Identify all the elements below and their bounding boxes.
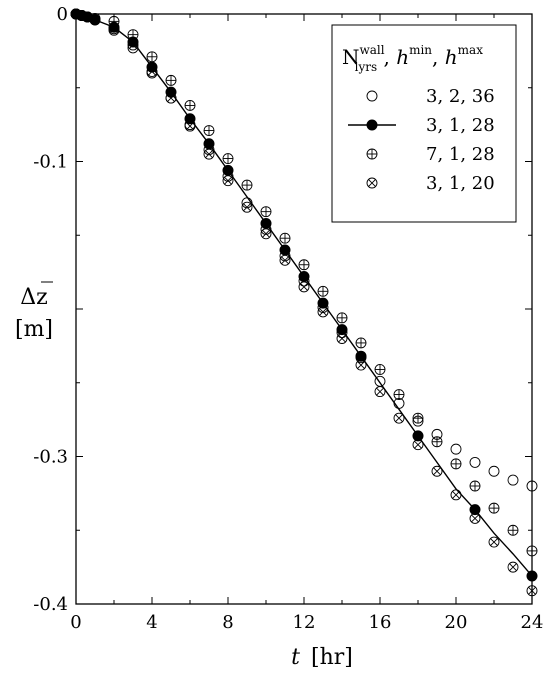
data-point <box>488 536 500 548</box>
data-point <box>507 524 519 536</box>
y-axis-label-symbol: Δz <box>20 285 47 310</box>
x-tick-label: 8 <box>222 612 233 633</box>
legend-marker <box>366 90 378 102</box>
legend-marker <box>366 119 378 131</box>
data-point <box>469 480 481 492</box>
data-point <box>279 232 291 244</box>
data-point <box>336 312 348 324</box>
data-point <box>203 125 215 136</box>
data-point <box>393 412 405 424</box>
data-point <box>89 14 101 26</box>
legend-entry: 3, 2, 36 <box>366 86 495 107</box>
legend-marker <box>366 148 378 160</box>
y-tick-label: 0 <box>57 4 68 25</box>
legend: Nwall lyrs , hmin, hmax 3, 2, 36 3, 1, 28 7… <box>331 24 517 223</box>
x-axis-label: t [hr] <box>291 645 353 670</box>
data-point <box>488 502 500 514</box>
legend-entry: 7, 1, 28 <box>366 144 495 165</box>
data-point <box>184 99 196 111</box>
legend-label: 3, 1, 28 <box>426 115 495 136</box>
y-axis-label-unit: [m] <box>15 317 53 342</box>
data-point <box>260 206 272 218</box>
data-point <box>412 430 424 442</box>
data-point <box>298 259 310 271</box>
y-tick-label: -0.3 <box>33 447 68 468</box>
data-point <box>203 138 215 150</box>
data-point <box>165 74 177 86</box>
legend-label: 7, 1, 28 <box>426 144 495 165</box>
data-point <box>507 561 519 573</box>
legend-title: Nwall lyrs , hmin, hmax <box>342 43 483 74</box>
data-point <box>317 285 329 297</box>
data-point <box>450 458 462 470</box>
x-tick-label: 24 <box>521 612 544 633</box>
data-point <box>374 364 386 375</box>
data-point <box>241 201 253 213</box>
data-point <box>488 465 500 477</box>
data-point <box>450 489 462 501</box>
data-point <box>127 36 139 48</box>
data-point <box>184 113 196 125</box>
y-tick-label: -0.1 <box>33 152 68 173</box>
x-axis-label-unit: [hr] <box>311 645 353 670</box>
data-point <box>222 164 234 176</box>
data-point <box>412 412 424 424</box>
data-point <box>355 337 367 349</box>
legend-marker <box>366 177 378 189</box>
data-point <box>317 306 329 318</box>
x-tick-label: 4 <box>146 612 157 633</box>
data-point <box>222 153 234 165</box>
legend-box <box>331 24 517 223</box>
data-point <box>241 179 253 191</box>
data-point <box>146 61 158 73</box>
data-point <box>507 474 519 486</box>
data-point <box>165 86 177 98</box>
legend-label: 3, 2, 36 <box>426 86 495 107</box>
data-point <box>279 244 291 256</box>
data-point <box>108 21 120 33</box>
data-point <box>298 271 310 283</box>
data-point <box>317 297 329 309</box>
data-point <box>431 465 443 477</box>
data-point <box>374 386 386 398</box>
data-point <box>222 175 234 187</box>
legend-entries: 3, 2, 36 3, 1, 28 7, 1, 28 3, 1, 20 <box>348 86 495 194</box>
data-point <box>279 254 291 266</box>
data-point <box>260 217 272 229</box>
y-tick-label: -0.4 <box>33 594 68 615</box>
x-tick-label: 0 <box>70 612 81 633</box>
data-point <box>431 436 443 448</box>
legend-entry: 3, 1, 28 <box>348 115 495 136</box>
data-point <box>336 324 348 336</box>
axis-tick-labels: 0 4 8 12 16 20 24 0 -0.1 -0.3 -0.4 <box>33 4 543 633</box>
data-point <box>469 504 481 516</box>
plot-content <box>70 8 538 597</box>
x-tick-label: 20 <box>445 612 468 633</box>
data-point <box>146 51 158 63</box>
x-tick-label: 12 <box>293 612 316 633</box>
legend-entry: 3, 1, 20 <box>366 173 495 194</box>
legend-label: 3, 1, 20 <box>426 173 495 194</box>
data-point <box>298 281 310 293</box>
data-point <box>260 228 272 240</box>
axis-ticks <box>75 13 533 605</box>
data-point <box>450 443 462 455</box>
x-tick-label: 16 <box>369 612 392 633</box>
data-point <box>469 456 481 468</box>
data-point <box>393 389 405 400</box>
series-2 <box>70 8 538 582</box>
x-axis-label-symbol: t <box>291 645 300 670</box>
data-point <box>203 148 215 160</box>
data-point <box>355 350 367 362</box>
